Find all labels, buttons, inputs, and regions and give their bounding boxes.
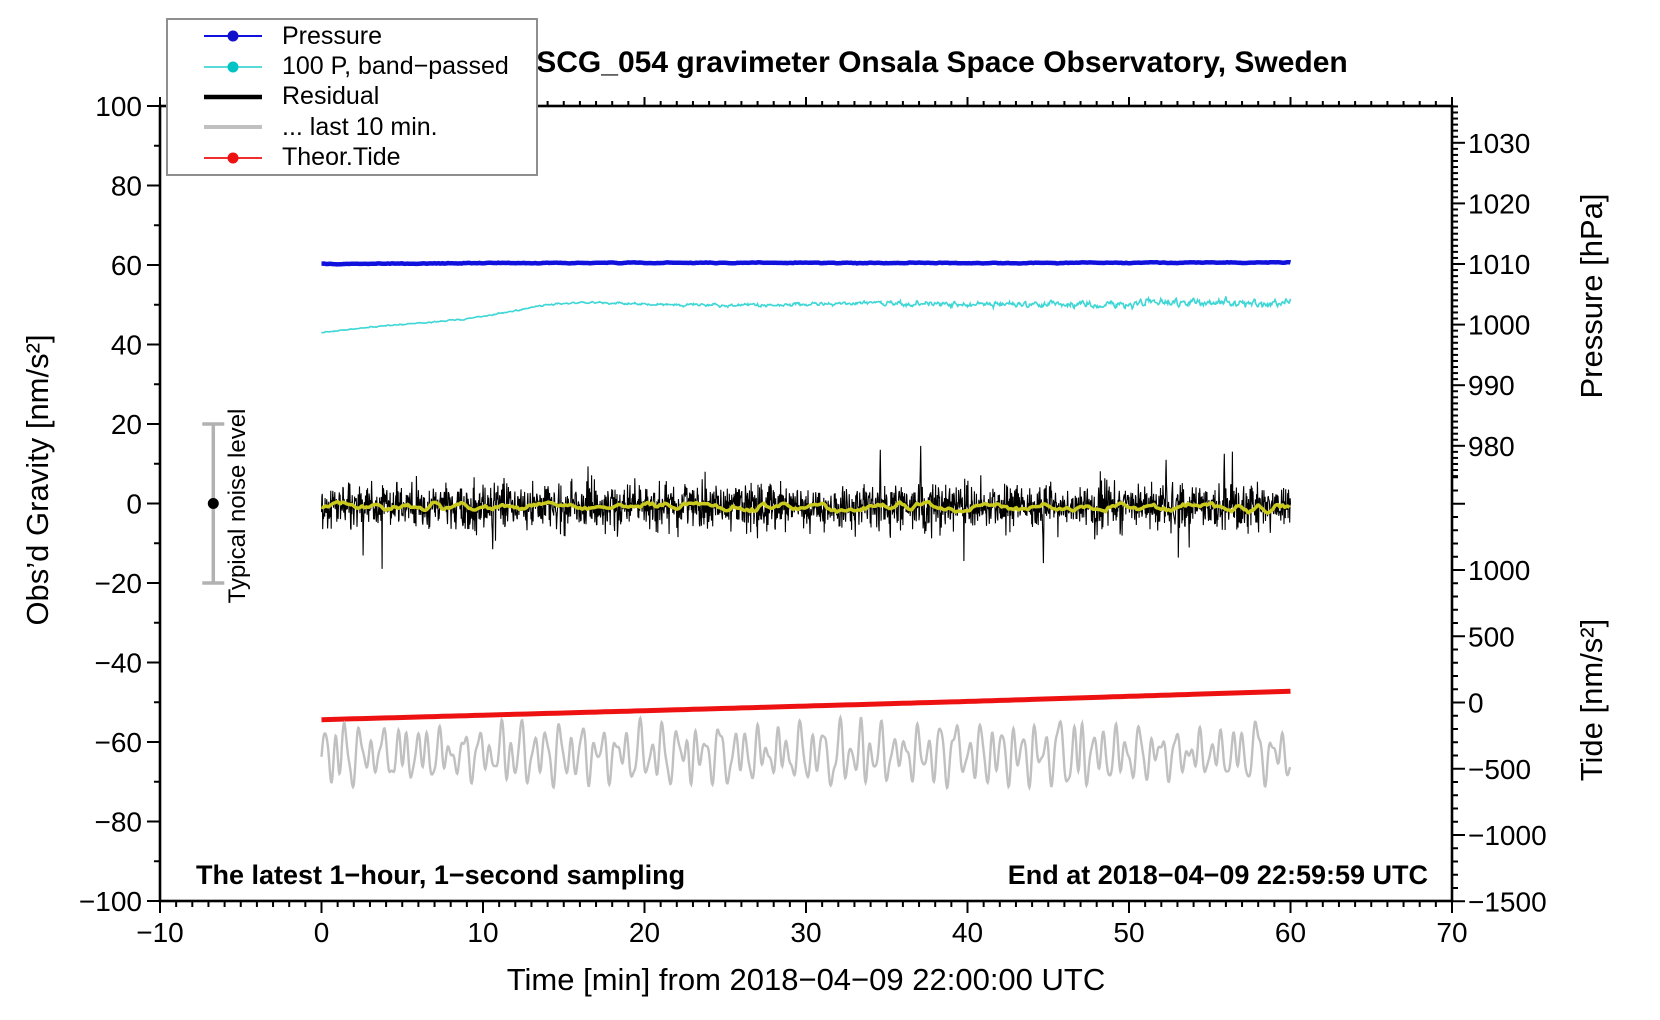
x-tick-label: 0 [314, 917, 330, 948]
gravity-tick-label: −40 [95, 648, 143, 679]
gravity-tick-label: −80 [95, 807, 143, 838]
gravity-tick-label: 20 [111, 409, 142, 440]
legend-marker-dot [227, 61, 239, 73]
legend-item-label: Theor.Tide [282, 143, 401, 172]
gravity-axis-title: Obs’d Gravity [nm/s²] [20, 334, 55, 626]
band-passed-line-sample [204, 61, 262, 73]
x-tick-label: 10 [467, 917, 498, 948]
gravity-tick-label: 100 [95, 91, 142, 122]
pressure-tick-label: 990 [1468, 370, 1515, 401]
x-tick-label: 60 [1275, 917, 1306, 948]
series-last-10-min [320, 714, 1292, 792]
legend-item-label: Residual [282, 82, 380, 111]
pressure-tick-label: 1030 [1468, 128, 1530, 159]
legend-box: Pressure 100 P, band−passed Residual ...… [166, 18, 538, 176]
tide-tick-label: −1500 [1468, 886, 1547, 917]
x-axis-title: Time [min] from 2018−04−09 22:00:00 UTC [506, 962, 1106, 997]
x-tick-label: −10 [136, 917, 184, 948]
series-residual-smoothed [320, 500, 1291, 515]
legend-item-label: ... last 10 min. [282, 112, 438, 141]
series-theor-tide [321, 688, 1291, 723]
gravity-axis-tick-labels: −100 −80 −60 −40 −20 0 20 40 60 80 100 [79, 91, 142, 917]
gravity-tick-label: 60 [111, 250, 142, 281]
tide-tick-label: −1000 [1468, 820, 1547, 851]
sampling-note: The latest 1−hour, 1−second sampling [196, 860, 686, 890]
tide-tick-label: 0 [1468, 688, 1484, 719]
pressure-line-sample [204, 30, 262, 42]
x-tick-label: 20 [629, 917, 660, 948]
x-tick-label: 50 [1113, 917, 1144, 948]
residual-line-sample [204, 94, 262, 100]
gravity-tick-label: −100 [79, 886, 142, 917]
noise-level-dot [207, 498, 219, 509]
x-tick-label: 30 [790, 917, 821, 948]
gravity-tick-label: 0 [126, 489, 142, 520]
legend-item-pressure: Pressure [168, 22, 536, 50]
pressure-axis-title: Pressure [hPa] [1574, 193, 1609, 399]
gravity-tick-label: −60 [95, 727, 143, 758]
legend-item-theor-tide: Theor.Tide [168, 144, 536, 172]
pressure-tick-label: 980 [1468, 431, 1515, 462]
legend-item-last-10-min: ... last 10 min. [168, 113, 536, 141]
pressure-tick-label: 1000 [1468, 310, 1530, 341]
gravity-axis-ticks [147, 105, 160, 902]
theor-tide-line-sample [204, 152, 262, 164]
end-time-note: End at 2018−04−09 22:59:59 UTC [1007, 860, 1428, 890]
tide-axis-ticks [1452, 476, 1465, 903]
tide-tick-label: 500 [1468, 621, 1515, 652]
pressure-tick-label: 1010 [1468, 249, 1530, 280]
pressure-tick-label: 1020 [1468, 188, 1530, 219]
legend-item-residual: Residual [168, 83, 536, 111]
gravity-tick-label: 40 [111, 330, 142, 361]
legend-item-label: 100 P, band−passed [282, 52, 509, 81]
legend-item-label: Pressure [282, 21, 383, 50]
gravity-tick-label: 80 [111, 171, 142, 202]
legend-marker-dot [227, 30, 239, 42]
chart-title: SCG_054 gravimeter Onsala Space Observat… [536, 46, 1348, 79]
series-100-p-band-passed [321, 295, 1292, 334]
legend-item-band-passed: 100 P, band−passed [168, 53, 536, 81]
tide-tick-label: −500 [1468, 754, 1531, 785]
tide-axis-tick-labels: 1000 500 0 −500 −1000 −1500 [1468, 555, 1547, 917]
gravity-tick-label: −20 [95, 568, 143, 599]
series-pressure [321, 259, 1292, 267]
x-tick-label: 70 [1436, 917, 1467, 948]
pressure-axis-tick-labels: 1030 1020 1010 1000 990 980 [1468, 128, 1530, 462]
pressure-axis-ticks [1452, 105, 1465, 478]
legend-marker-dot [227, 152, 239, 164]
noise-level-error-bar [202, 422, 225, 585]
noise-level-label: Typical noise level [224, 408, 251, 604]
series-residual [320, 445, 1292, 569]
x-tick-label: 40 [952, 917, 983, 948]
series-group [320, 259, 1292, 792]
last-10-min-line-sample [204, 125, 262, 130]
x-axis-tick-labels: −10 0 10 20 30 40 50 60 70 [136, 917, 1467, 948]
tide-tick-label: 1000 [1468, 555, 1530, 586]
tide-axis-title: Tide [nm/s²] [1574, 618, 1609, 782]
